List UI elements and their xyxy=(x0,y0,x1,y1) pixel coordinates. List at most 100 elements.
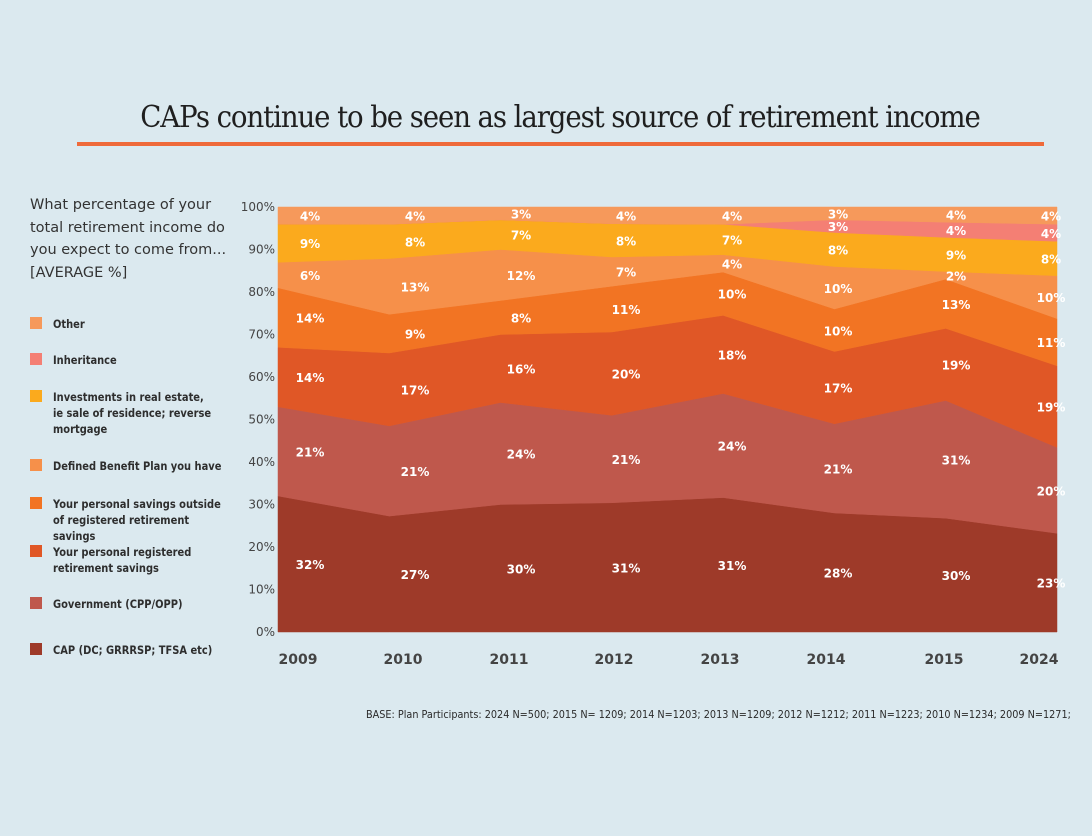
data-label-personal_registered: 19% xyxy=(1037,401,1066,415)
data-label-real_estate: 8% xyxy=(616,234,636,248)
legend-label: Your personal registered retirement savi… xyxy=(53,545,192,575)
data-label-personal_outside: 8% xyxy=(511,312,531,326)
legend-item-personal-registered: Your personal registered retirement savi… xyxy=(30,544,263,576)
data-label-db_plan: 6% xyxy=(300,269,320,283)
data-label-real_estate: 7% xyxy=(511,229,531,243)
y-tick-label: 50% xyxy=(248,413,275,427)
data-label-cap: 31% xyxy=(612,561,641,575)
data-label-personal_outside: 13% xyxy=(942,298,971,312)
data-label-personal_registered: 14% xyxy=(296,371,325,385)
legend-label: Government (CPP/OPP) xyxy=(53,597,183,611)
data-label-cap: 30% xyxy=(507,562,536,576)
data-label-personal_outside: 10% xyxy=(824,324,853,338)
data-label-other: 4% xyxy=(405,210,425,224)
data-label-personal_registered: 20% xyxy=(612,368,641,382)
data-label-inheritance: 4% xyxy=(1041,227,1061,241)
legend-swatch xyxy=(30,597,42,609)
data-label-government: 24% xyxy=(718,440,747,454)
legend-item-db-plan: Defined Benefit Plan you have xyxy=(30,458,263,474)
area-layers xyxy=(277,206,1058,633)
area-other xyxy=(277,206,1058,225)
y-tick-label: 70% xyxy=(248,328,275,342)
data-label-government: 24% xyxy=(507,448,536,462)
legend-label: Other xyxy=(53,317,85,331)
data-label-other: 3% xyxy=(828,207,848,221)
data-label-real_estate: 8% xyxy=(405,235,425,249)
x-tick-label: 2024 xyxy=(1020,652,1059,668)
data-label-personal_registered: 17% xyxy=(824,382,853,396)
data-label-real_estate: 9% xyxy=(300,237,320,251)
data-label-real_estate: 7% xyxy=(722,234,742,248)
title-underline xyxy=(77,142,1044,146)
data-label-cap: 28% xyxy=(824,567,853,581)
data-label-real_estate: 9% xyxy=(946,248,966,262)
data-label-cap: 31% xyxy=(718,559,747,573)
data-label-government: 21% xyxy=(401,465,430,479)
legend-item-cap: CAP (DC; GRRRSP; TFSA etc) xyxy=(30,642,263,658)
data-label-personal_registered: 16% xyxy=(507,363,536,377)
data-label-other: 3% xyxy=(511,207,531,221)
legend-swatch xyxy=(30,390,42,402)
data-label-real_estate: 8% xyxy=(1041,253,1061,267)
data-label-cap: 27% xyxy=(401,568,430,582)
data-label-other: 4% xyxy=(616,209,636,223)
data-label-personal_outside: 14% xyxy=(296,312,325,326)
legend-label: Your personal savings outside of registe… xyxy=(53,497,221,543)
data-label-db_plan: 12% xyxy=(507,269,536,283)
x-tick-label: 2009 xyxy=(279,652,318,668)
data-label-government: 21% xyxy=(824,462,853,476)
legend-label: Inheritance xyxy=(53,353,117,367)
y-tick-label: 80% xyxy=(248,285,275,299)
data-label-government: 21% xyxy=(612,453,641,467)
data-label-real_estate: 8% xyxy=(828,244,848,258)
x-tick-label: 2012 xyxy=(595,652,634,668)
y-tick-label: 10% xyxy=(248,583,275,597)
x-tick-label: 2011 xyxy=(490,652,529,668)
legend-item-real-estate: Investments in real estate, ie sale of r… xyxy=(30,389,263,437)
data-label-other: 4% xyxy=(1041,210,1061,224)
legend-swatch xyxy=(30,353,42,365)
y-tick-label: 30% xyxy=(248,498,275,512)
legend-swatch xyxy=(30,317,42,329)
data-label-db_plan: 2% xyxy=(946,269,966,283)
data-label-db_plan: 13% xyxy=(401,280,430,294)
data-label-db_plan: 7% xyxy=(616,266,636,280)
y-tick-label: 40% xyxy=(248,455,275,469)
data-label-cap: 32% xyxy=(296,558,325,572)
y-tick-label: 20% xyxy=(248,540,275,554)
legend-item-inheritance: Inheritance xyxy=(30,352,263,368)
legend-swatch xyxy=(30,545,42,557)
legend-label: CAP (DC; GRRRSP; TFSA etc) xyxy=(53,643,213,657)
data-label-cap: 30% xyxy=(942,569,971,583)
data-label-government: 21% xyxy=(296,445,325,459)
data-label-personal_outside: 9% xyxy=(405,328,425,342)
data-label-government: 20% xyxy=(1037,484,1066,498)
legend-label: Investments in real estate, ie sale of r… xyxy=(53,390,212,436)
stacked-area-chart: 0%10%20%30%40%50%60%70%80%90%100% 2009 20… xyxy=(241,200,1066,668)
y-tick-label: 60% xyxy=(248,370,275,384)
legend-swatch xyxy=(30,497,42,509)
y-tick-label: 90% xyxy=(248,243,275,257)
data-label-db_plan: 10% xyxy=(824,282,853,296)
x-tick-label: 2014 xyxy=(807,652,846,668)
data-label-personal_registered: 18% xyxy=(718,348,747,362)
data-label-other: 4% xyxy=(300,210,320,224)
y-tick-label: 100% xyxy=(241,200,275,214)
data-labels: 32% 27% 30% 31% 31% 28% 30% 23% 21% 21% 24% 21% 24% 2… xyxy=(296,207,1066,590)
data-label-personal_registered: 17% xyxy=(401,383,430,397)
legend-label: Defined Benefit Plan you have xyxy=(53,459,222,473)
legend-swatch xyxy=(30,459,42,471)
data-label-inheritance: 3% xyxy=(828,220,848,234)
legend-item-other: Other xyxy=(30,316,263,332)
legend-item-government: Government (CPP/OPP) xyxy=(30,596,263,612)
data-label-personal_outside: 11% xyxy=(1037,336,1066,350)
legend-item-personal-outside: Your personal savings outside of registe… xyxy=(30,496,263,544)
data-label-inheritance: 4% xyxy=(946,224,966,238)
data-label-cap: 23% xyxy=(1037,577,1066,591)
x-tick-label: 2010 xyxy=(384,652,423,668)
data-label-personal_registered: 19% xyxy=(942,358,971,372)
legend-swatch xyxy=(30,643,42,655)
data-label-government: 31% xyxy=(942,453,971,467)
data-label-db_plan: 4% xyxy=(722,257,742,271)
chart-title: CAPs continue to be seen as largest sour… xyxy=(140,100,981,135)
